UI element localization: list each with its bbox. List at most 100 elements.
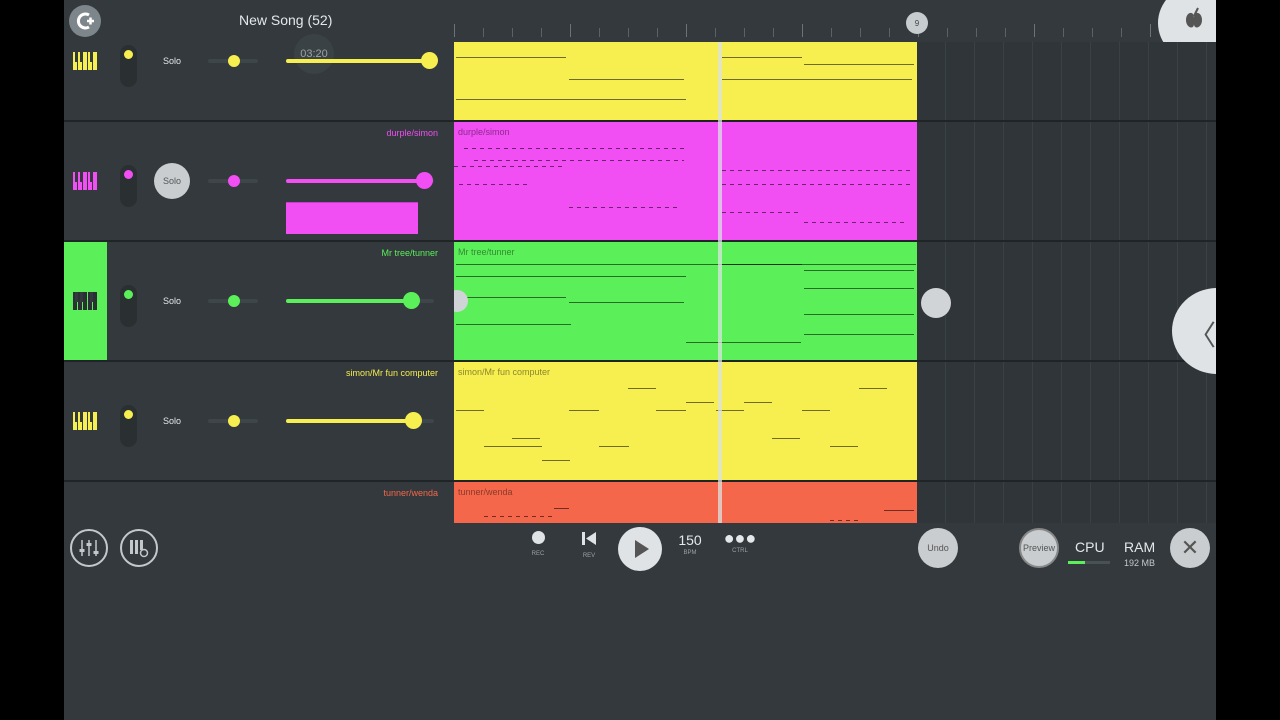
- piano-instrument-icon[interactable]: [73, 52, 97, 70]
- ctrl-button[interactable]: ●●● CTRL: [720, 528, 760, 554]
- ruler-tick: [570, 24, 571, 37]
- song-position-line[interactable]: [718, 42, 722, 523]
- mixer-button[interactable]: [70, 529, 108, 567]
- fruit-logo-icon: [1186, 7, 1202, 28]
- ruler-tick: [947, 28, 948, 37]
- rewind-caption: REV: [582, 553, 596, 559]
- ruler-tick: [744, 28, 745, 37]
- track-name[interactable]: durple/simon: [386, 128, 438, 138]
- record-button[interactable]: REC: [518, 531, 558, 557]
- ruler-tick: [1150, 24, 1151, 37]
- pattern-clip[interactable]: tunner/wenda: [454, 482, 917, 523]
- ruler-tick: [860, 28, 861, 37]
- pattern-clip[interactable]: simon/Mr fun computer: [454, 362, 917, 480]
- rewind-icon: [582, 532, 596, 545]
- add-channel-button[interactable]: [69, 5, 101, 37]
- pan-slider[interactable]: [208, 175, 258, 187]
- ruler-tick: [1005, 28, 1006, 37]
- ruler-tick: [1063, 28, 1064, 37]
- rewind-button[interactable]: REV: [569, 531, 609, 559]
- track-controls: durple/simon Solo: [64, 122, 454, 240]
- ruler-tick: [628, 28, 629, 37]
- pattern-label: durple/simon: [458, 127, 510, 137]
- ruler-tick: [454, 24, 455, 37]
- ruler-tick: [1092, 28, 1093, 37]
- clip-resize-handle[interactable]: [454, 290, 468, 312]
- more-icon: ●●●: [723, 528, 757, 548]
- song-title[interactable]: New Song (52): [239, 12, 333, 28]
- clip-end-handle[interactable]: [921, 288, 951, 318]
- volume-slider[interactable]: [286, 412, 434, 429]
- ruler-tick: [773, 28, 774, 37]
- app-menu-icon: [76, 12, 94, 30]
- ruler-tick: [599, 28, 600, 37]
- mute-toggle[interactable]: [120, 165, 137, 207]
- pattern-label: simon/Mr fun computer: [458, 367, 551, 377]
- cpu-meter: [1068, 561, 1110, 564]
- track-controls: Solo 03:20: [64, 34, 454, 120]
- pan-slider[interactable]: [208, 55, 258, 67]
- track-controls: Mr tree/tunner Solo: [64, 242, 454, 360]
- playhead-marker[interactable]: 9: [906, 12, 928, 34]
- ram-label: RAM: [1124, 539, 1156, 555]
- pan-slider[interactable]: [208, 415, 258, 427]
- empty-playlist-area[interactable]: [917, 122, 1216, 240]
- track-row: durple/simon Solo durple/simon: [64, 122, 1216, 242]
- ruler-tick: [1034, 24, 1035, 37]
- ruler-tick: [483, 28, 484, 37]
- top-bar: New Song (52) 9: [64, 0, 1216, 60]
- empty-playlist-area[interactable]: [917, 242, 1216, 360]
- empty-playlist-area[interactable]: [917, 42, 1216, 120]
- empty-playlist-area[interactable]: [917, 362, 1216, 480]
- instrument-settings-button[interactable]: [120, 529, 158, 567]
- volume-slider[interactable]: [286, 292, 434, 309]
- volume-slider[interactable]: [286, 172, 434, 189]
- pattern-label: tunner/wenda: [458, 487, 513, 497]
- close-icon: ✕: [1180, 535, 1200, 560]
- record-caption: REC: [531, 551, 545, 557]
- mixer-icon: [79, 540, 99, 556]
- pattern-clip[interactable]: [454, 42, 917, 120]
- ctrl-caption: CTRL: [732, 548, 748, 554]
- ruler-tick: [657, 28, 658, 37]
- piano-instrument-icon[interactable]: [73, 412, 97, 430]
- mute-toggle[interactable]: [120, 45, 137, 87]
- pattern-clip[interactable]: durple/simon: [454, 122, 917, 240]
- track-controls: simon/Mr fun computer Solo: [64, 362, 454, 480]
- timeline-ruler[interactable]: [454, 0, 1216, 42]
- track-name[interactable]: tunner/wenda: [383, 488, 438, 498]
- ruler-tick: [802, 24, 803, 37]
- solo-button[interactable]: Solo: [162, 56, 181, 66]
- solo-button[interactable]: Solo: [162, 416, 181, 426]
- solo-button[interactable]: Solo: [162, 296, 181, 306]
- piano-instrument-icon[interactable]: [73, 172, 97, 190]
- close-button[interactable]: ✕: [1170, 528, 1210, 568]
- preview-button[interactable]: Preview: [1019, 528, 1059, 568]
- track-name[interactable]: Mr tree/tunner: [381, 248, 438, 258]
- playlist-tracks: Solo 03:20 durple/simon: [64, 34, 1216, 523]
- tempo-button[interactable]: 150 BPM: [670, 532, 710, 556]
- bpm-value: 150: [678, 532, 702, 548]
- volume-slider[interactable]: [286, 52, 438, 69]
- ruler-tick: [889, 28, 890, 37]
- track-row: Solo 03:20: [64, 34, 1216, 122]
- time-display: 03:20: [294, 34, 334, 74]
- ruler-tick: [686, 24, 687, 37]
- ruler-tick: [541, 28, 542, 37]
- piano-settings-icon: [130, 540, 149, 558]
- track-name[interactable]: simon/Mr fun computer: [345, 368, 438, 378]
- pan-slider[interactable]: [208, 295, 258, 307]
- solo-button[interactable]: Solo: [154, 163, 190, 199]
- track-row: Mr tree/tunner Solo Mr tree/tunner: [64, 242, 1216, 362]
- daw-app: New Song (52) 9 Solo 03:20: [64, 0, 1216, 720]
- mute-toggle[interactable]: [120, 285, 137, 327]
- mute-toggle[interactable]: [120, 405, 137, 447]
- undo-button[interactable]: Undo: [918, 528, 958, 568]
- piano-instrument-icon[interactable]: [73, 292, 97, 310]
- record-icon: [531, 531, 545, 544]
- pattern-clip[interactable]: Mr tree/tunner: [454, 242, 917, 360]
- play-button[interactable]: [618, 527, 662, 571]
- track-row: tunner/wenda tunner/wenda: [64, 482, 1216, 523]
- empty-playlist-area[interactable]: [917, 482, 1216, 523]
- ruler-tick: [831, 28, 832, 37]
